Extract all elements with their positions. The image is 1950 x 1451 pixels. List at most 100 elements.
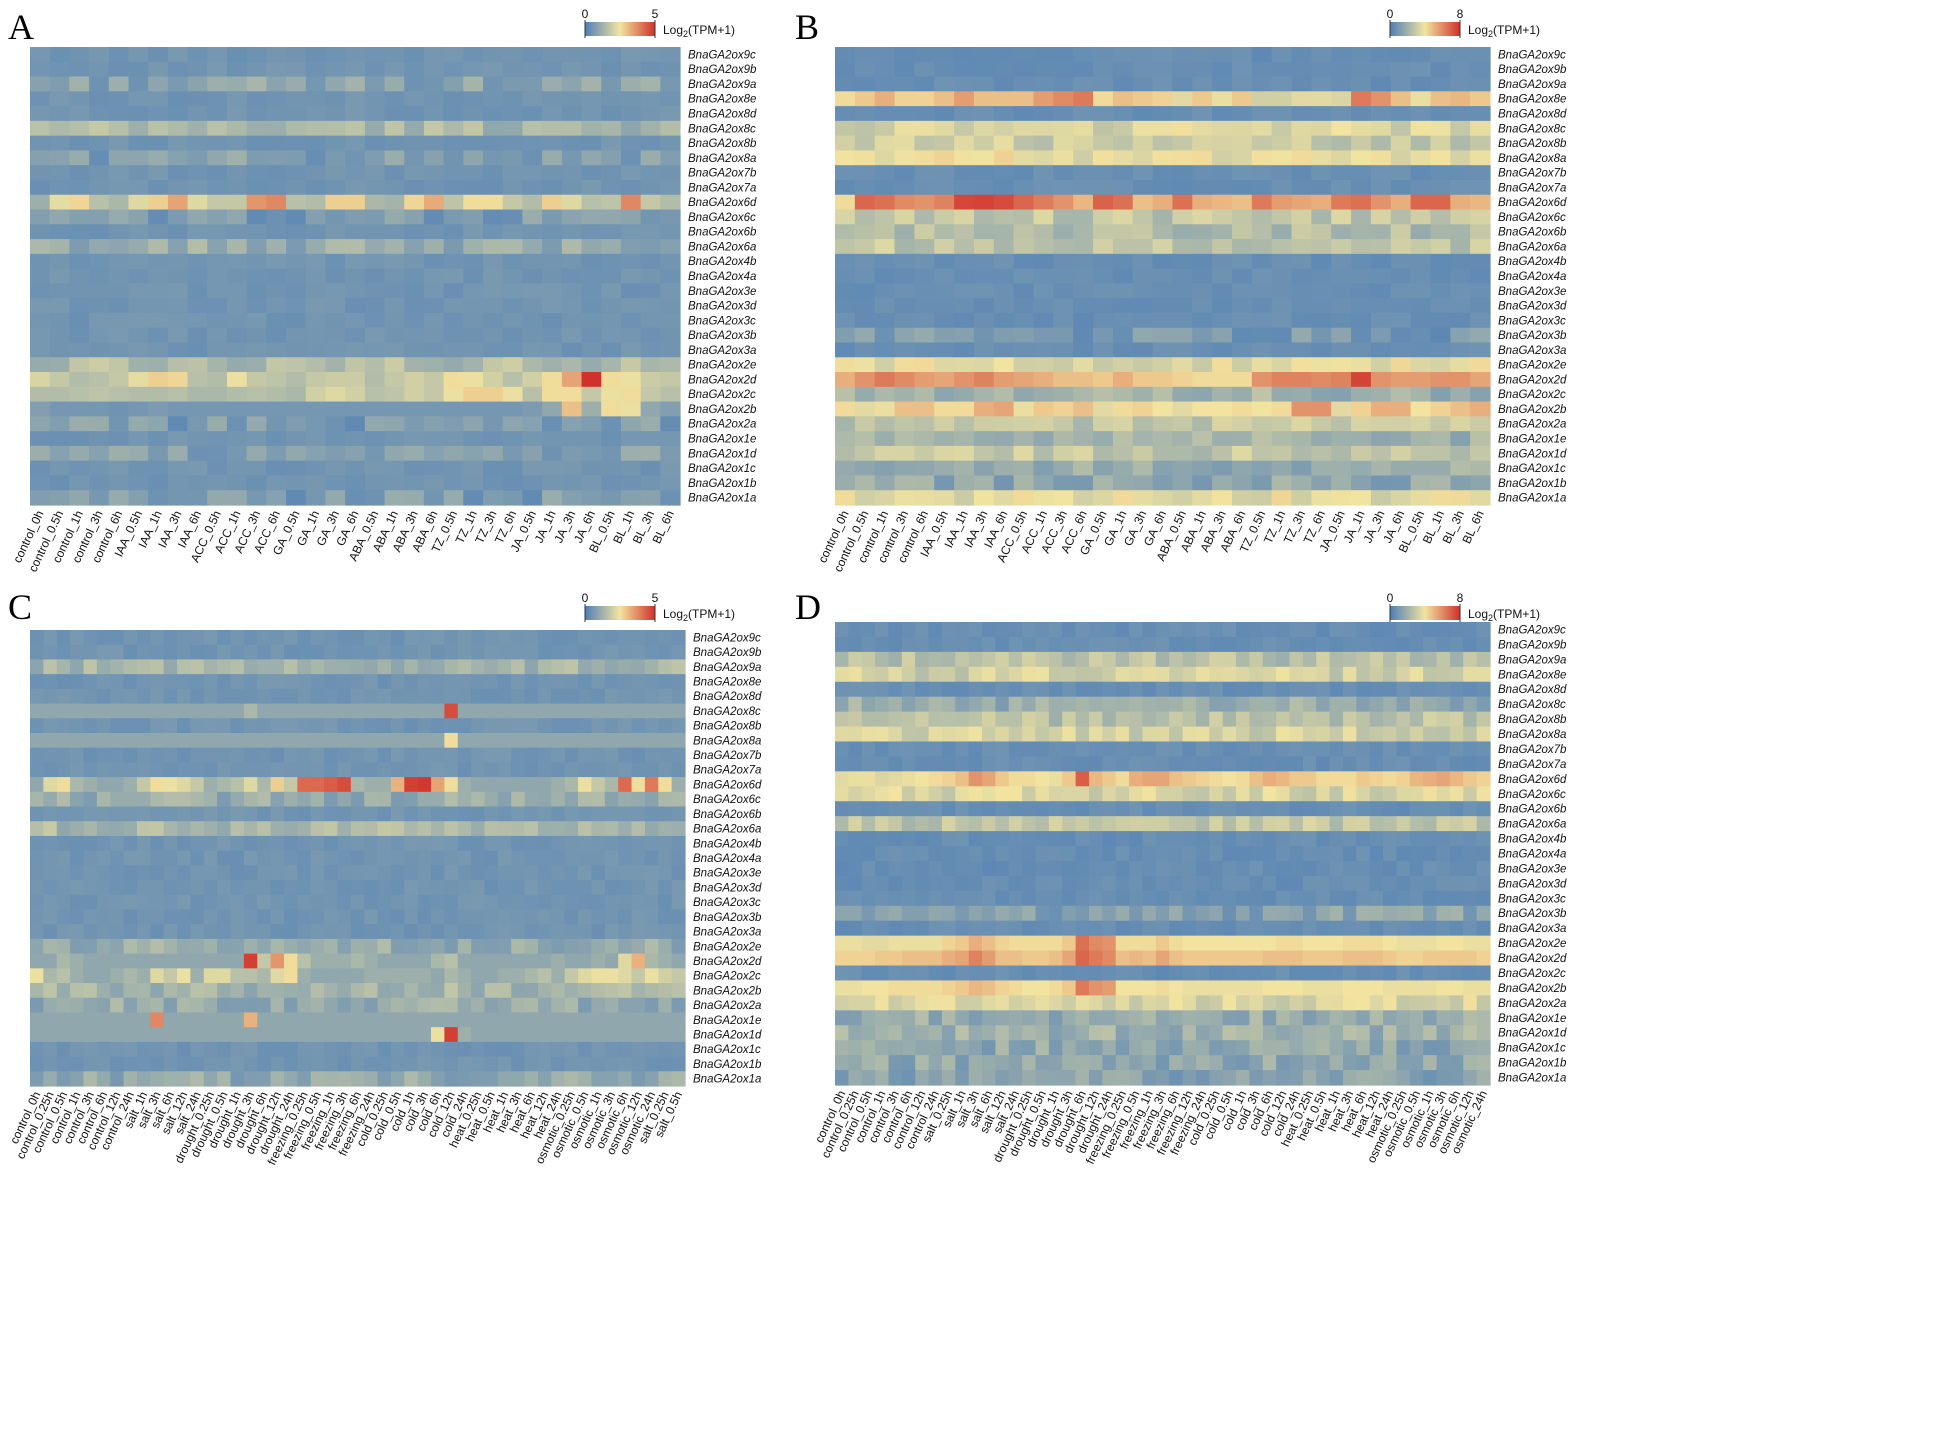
heatmap-cell <box>150 924 165 940</box>
heatmap-cell <box>483 76 504 92</box>
heatmap-cell <box>457 1056 472 1072</box>
heatmap-cell <box>337 997 352 1014</box>
heatmap-cell <box>854 209 876 225</box>
heatmap-cell <box>246 194 267 211</box>
heatmap-cell <box>423 165 445 181</box>
heatmap-cell <box>457 732 472 749</box>
heatmap-cell <box>1476 726 1491 743</box>
heatmap-cell <box>581 209 602 225</box>
heatmap-cell <box>561 372 583 388</box>
heatmap-cell <box>30 416 51 432</box>
heatmap-cell <box>854 253 876 270</box>
heatmap-cell <box>217 880 232 896</box>
heatmap-cell <box>835 651 849 668</box>
heatmap-cell <box>1342 741 1357 758</box>
row-label: BnaGA2ox9a <box>1498 79 1566 91</box>
heatmap-cell <box>1152 475 1174 491</box>
heatmap-cell <box>1132 209 1154 225</box>
heatmap-cell <box>835 460 856 477</box>
heatmap-cell <box>524 659 539 675</box>
heatmap-cell <box>463 224 484 240</box>
heatmap-cell <box>1195 846 1210 862</box>
heatmap-cell <box>187 253 208 270</box>
heatmap-cell <box>564 630 579 646</box>
heatmap-cell <box>89 401 110 417</box>
heatmap-cell <box>226 298 248 314</box>
heatmap-cell <box>483 431 504 447</box>
heatmap-cell <box>835 268 856 284</box>
heatmap-cell <box>644 938 659 955</box>
heatmap-cell <box>123 703 138 719</box>
heatmap-cell <box>995 905 1010 922</box>
heatmap-cell <box>660 179 681 196</box>
heatmap-cell <box>423 61 445 78</box>
heatmap-cell <box>934 342 955 358</box>
heatmap-cell <box>1409 905 1424 922</box>
heatmap-cell <box>96 997 111 1014</box>
heatmap-cell <box>96 894 111 911</box>
heatmap-cell <box>954 357 975 373</box>
heatmap-cell <box>136 997 151 1014</box>
heatmap-cell <box>1073 253 1094 270</box>
heatmap-cell <box>190 1012 205 1028</box>
heatmap-cell <box>123 718 138 734</box>
heatmap-cell <box>1231 372 1253 388</box>
heatmap-cell <box>49 76 70 92</box>
heatmap-cell <box>324 894 339 911</box>
heatmap-cell <box>30 747 44 763</box>
heatmap-cell <box>578 953 593 969</box>
heatmap-cell <box>1262 666 1277 683</box>
heatmap-cell <box>1008 860 1023 877</box>
heatmap-cell <box>431 718 445 734</box>
heatmap-cell <box>1251 357 1273 373</box>
heatmap-cell <box>973 239 995 255</box>
heatmap-cell <box>310 938 325 955</box>
heatmap-cell <box>1356 831 1371 847</box>
row-label: BnaGA2ox6c <box>693 794 761 806</box>
heatmap-cell <box>484 644 499 661</box>
heatmap-cell <box>187 194 208 211</box>
heatmap-cell <box>431 806 445 822</box>
row-label: BnaGA2ox9c <box>688 49 756 61</box>
heatmap-cell <box>1102 846 1117 862</box>
heatmap-cell <box>542 475 563 491</box>
heatmap-cell <box>325 445 346 462</box>
heatmap-cell <box>230 762 245 778</box>
heatmap-cell <box>1396 711 1411 728</box>
heatmap-cell <box>578 732 593 749</box>
heatmap-cell <box>325 460 346 477</box>
heatmap-cell <box>1169 875 1184 892</box>
heatmap-cell <box>177 924 192 940</box>
heatmap-cell <box>1212 135 1233 152</box>
heatmap-cell <box>591 835 606 852</box>
heatmap-cell <box>915 666 930 683</box>
heatmap-cell <box>56 880 71 896</box>
heatmap-cell <box>1430 327 1451 344</box>
heatmap-cell <box>1112 475 1134 491</box>
heatmap-cell <box>861 950 876 967</box>
heatmap-cell <box>1470 239 1491 255</box>
heatmap-cell <box>1329 681 1344 698</box>
heatmap-cell <box>56 674 71 690</box>
heatmap-cell <box>1172 239 1193 255</box>
heatmap-cell <box>620 150 642 166</box>
heatmap-cell <box>968 756 983 772</box>
heatmap-cell <box>257 747 272 763</box>
heatmap-cell <box>1249 935 1264 952</box>
heatmap-cell <box>230 821 245 837</box>
heatmap-cell <box>620 47 642 63</box>
heatmap-cell <box>30 298 51 314</box>
row-label: BnaGA2ox6b <box>1498 227 1567 239</box>
heatmap-cell <box>1436 965 1451 982</box>
heatmap-cell <box>30 194 51 211</box>
heatmap-cell <box>941 860 956 877</box>
heatmap-cell <box>564 850 579 866</box>
heatmap-cell <box>177 630 192 646</box>
heatmap-cell <box>69 460 90 477</box>
heatmap-cell <box>955 935 970 952</box>
legend-max-label: 5 <box>652 591 659 605</box>
heatmap-cell <box>310 1071 325 1087</box>
heatmap-cell <box>1132 61 1154 78</box>
heatmap-cell <box>463 179 484 196</box>
heatmap-cell <box>1112 253 1134 270</box>
